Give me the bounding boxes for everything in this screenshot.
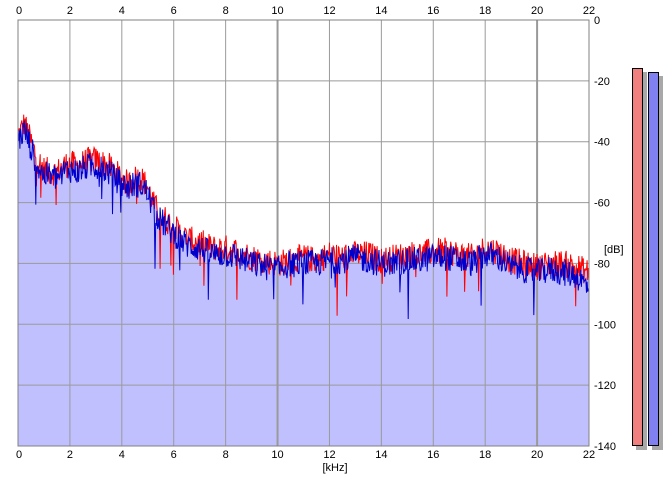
x-tick-label-bottom: 2 <box>67 449 73 461</box>
y-tick-label: -120 <box>594 380 616 392</box>
tick-layer: 002244668810101212141416161818202022220-… <box>16 5 616 461</box>
series-line-1 <box>17 120 590 320</box>
x-tick-label-bottom: 10 <box>271 449 283 461</box>
x-tick-label-bottom: 12 <box>323 449 335 461</box>
x-tick-label-bottom: 4 <box>119 449 125 461</box>
x-tick-label-top: 6 <box>171 5 177 17</box>
x-tick-label-top: 14 <box>375 5 387 17</box>
x-tick-label-top: 20 <box>531 5 543 17</box>
x-tick-label-bottom: 8 <box>223 449 229 461</box>
grid-layer <box>17 19 590 447</box>
y-tick-label: -140 <box>594 441 616 453</box>
level-meter-left <box>632 68 643 446</box>
x-tick-label-bottom: 6 <box>171 449 177 461</box>
y-tick-label: -60 <box>594 198 610 210</box>
x-tick-label-top: 8 <box>223 5 229 17</box>
x-tick-label-top: 22 <box>583 5 595 17</box>
x-tick-label-top: 2 <box>67 5 73 17</box>
x-tick-label-bottom: 14 <box>375 449 387 461</box>
level-meter-right <box>648 72 659 446</box>
x-tick-label-top: 10 <box>271 5 283 17</box>
x-tick-label-top: 0 <box>16 5 22 17</box>
line-layer <box>17 114 590 320</box>
y-tick-label: -100 <box>594 319 616 331</box>
plot-frame <box>17 19 590 447</box>
y-tick-label: -20 <box>594 76 610 88</box>
x-tick-label-top: 16 <box>427 5 439 17</box>
x-tick-label-bottom: 18 <box>479 449 491 461</box>
y-tick-label: -40 <box>594 137 610 149</box>
y-tick-label: -80 <box>594 258 610 270</box>
x-tick-label-bottom: 16 <box>427 449 439 461</box>
y-axis-label: [dB] <box>604 244 624 256</box>
x-axis-label: [kHz] <box>322 462 347 474</box>
y-tick-label: 0 <box>594 15 600 27</box>
x-tick-label-bottom: 22 <box>583 449 595 461</box>
x-tick-label-bottom: 0 <box>16 449 22 461</box>
x-tick-label-bottom: 20 <box>531 449 543 461</box>
x-tick-label-top: 12 <box>323 5 335 17</box>
x-tick-label-top: 4 <box>119 5 125 17</box>
x-tick-label-top: 18 <box>479 5 491 17</box>
